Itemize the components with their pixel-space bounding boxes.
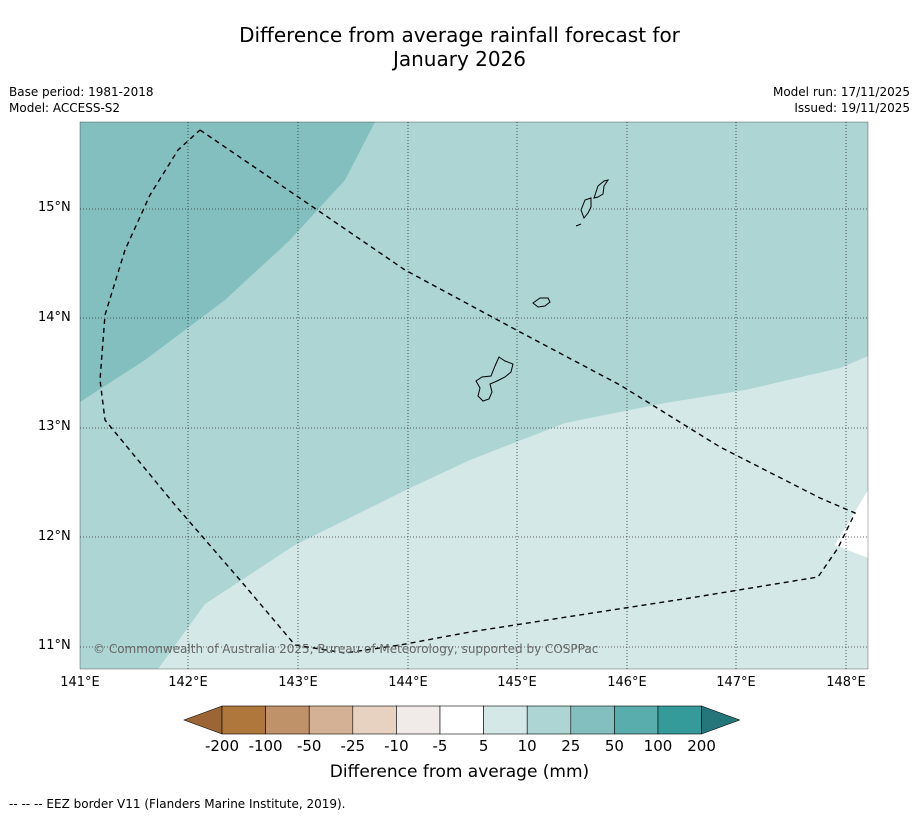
colorbar-swatch [526,705,572,735]
lat-tick-label: 11°N [38,638,71,653]
lon-tick-label: 145°E [497,675,537,690]
colorbar-swatch [614,705,659,735]
colorbar-label: 50 [604,737,624,755]
band-25-50 [80,122,375,402]
lat-tick-label: 13°N [38,419,71,434]
colorbar-swatch [352,705,397,735]
colorbar-swatch [439,705,484,735]
lat-tick-label: 14°N [38,310,71,325]
issued-date: Issued: 19/11/2025 [794,101,910,115]
gridlines [80,122,868,669]
band-white-corner [835,490,868,558]
colorbar-label: -25 [340,737,366,755]
island-rota [532,297,551,308]
colorbar-label: -100 [248,737,283,755]
model-run: Model run: 17/11/2025 [772,85,910,99]
colorbar-swatch [483,705,528,735]
band-5-10 [158,356,868,669]
title-line-2: January 2026 [392,47,527,71]
base-period: Base period: 1981-2018 [9,85,154,99]
colorbar [183,705,741,735]
lat-tick-label: 15°N [38,200,71,215]
colorbar-label: 25 [561,737,581,755]
title-line-1: Difference from average rainfall forecas… [239,23,680,47]
lon-tick-label: 142°E [168,675,208,690]
lon-tick-label: 144°E [388,675,428,690]
lat-tick-label: 12°N [38,529,71,544]
colorbar-swatch [396,705,441,735]
eez-footnote: -- -- -- EEZ border V11 (Flanders Marine… [9,797,346,811]
colorbar-swatch [265,705,310,735]
lon-tick-label: 143°E [278,675,318,690]
colorbar-title: Difference from average (mm) [329,762,590,782]
lon-tick-label: 148°E [826,675,866,690]
island-aguijan [575,223,582,227]
colorbar-label: -5 [432,737,448,755]
lon-tick-label: 146°E [607,675,647,690]
lon-tick-label: 147°E [716,675,756,690]
colorbar-label: 5 [478,737,489,755]
lon-tick-label: 141°E [60,675,100,690]
copyright-notice: © Commonwealth of Australia 2025, Bureau… [93,642,599,656]
colorbar-label: -10 [384,737,409,755]
colorbar-swatch [308,705,354,735]
colorbar-label: 100 [643,737,673,755]
colorbar-swatch [221,705,266,735]
map-frame [79,121,869,670]
islands [475,179,610,402]
colorbar-label: -200 [204,737,240,755]
colorbar-extend-high [701,705,741,735]
colorbar-label: 10 [517,737,537,755]
colorbar-label: 200 [687,737,716,755]
island-saipan [593,179,610,199]
colorbar-extend-low [183,705,223,735]
island-tinian [580,197,592,219]
colorbar-swatch [657,705,702,735]
colorbar-swatch [570,705,615,735]
colorbar-label: -50 [296,737,322,755]
model-name: Model: ACCESS-S2 [9,101,121,115]
island-guam [475,356,514,402]
